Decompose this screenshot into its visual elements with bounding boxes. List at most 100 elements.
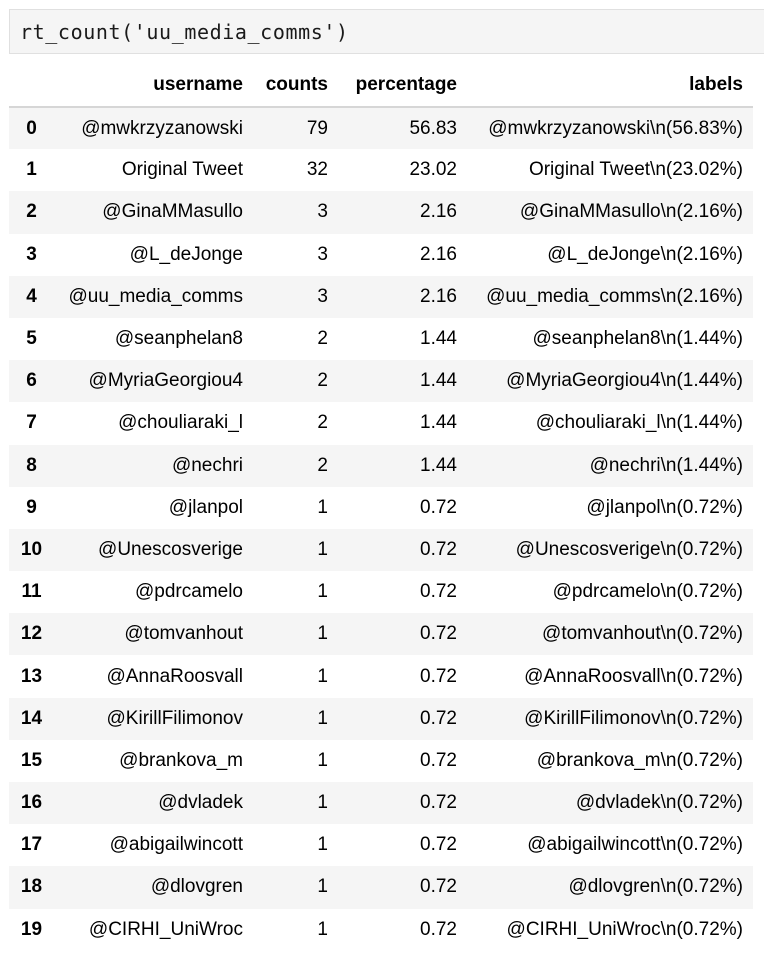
cell-labels: @dlovgren\n(0.72%) <box>568 876 743 898</box>
table-row: 17 @abigailwincott 1 0.72 @abigailwincott\n(… <box>9 824 753 867</box>
cell-labels: @abigailwincott\n(0.72%) <box>527 834 743 856</box>
cell-percentage: 0.72 <box>420 581 457 603</box>
cell-labels: @nechri\n(1.44%) <box>589 454 743 476</box>
table-row: 4 @uu_media_comms 3 2.16 @uu_media_comms\n(2… <box>9 275 753 318</box>
column-header-labels: labels <box>468 64 753 108</box>
table-row: 10 @Unescosverige 1 0.72 @Unescosverige\n(0.… <box>9 528 753 572</box>
row-index: 9 <box>26 496 37 518</box>
cell-percentage: 0.72 <box>420 623 457 645</box>
row-index: 15 <box>20 749 43 771</box>
cell-percentage: 0.72 <box>420 876 457 898</box>
cell-username: @MyriaGeorgiou4 <box>88 370 243 392</box>
cell-username: @dlovgren <box>150 876 243 898</box>
dataframe-table: username counts percentage labels 0 @mwkr… <box>9 64 753 951</box>
row-index: 7 <box>26 412 37 434</box>
row-index: 5 <box>26 328 37 350</box>
cell-username: @seanphelan8 <box>114 328 243 350</box>
cell-labels: Original Tweet\n(23.02%) <box>528 159 743 181</box>
cell-username: @brankova_m <box>119 749 243 771</box>
cell-username: @dvladek <box>158 792 243 814</box>
cell-counts: 1 <box>317 665 328 687</box>
header-row: username counts percentage labels <box>9 64 753 108</box>
table-body: 0 @mwkrzyzanowski 79 56.83 @mwkrzyzanowski\n… <box>9 107 753 951</box>
cell-labels: @GinaMMasullo\n(2.16%) <box>519 201 743 223</box>
cell-labels: @uu_media_comms\n(2.16%) <box>486 285 743 307</box>
table-row: 7 @chouliaraki_l 2 1.44 @chouliaraki_l\n(1.4… <box>9 402 753 445</box>
cell-username: @KirillFilimonov <box>106 707 243 729</box>
cell-percentage: 2.16 <box>420 201 457 223</box>
row-index: 11 <box>21 581 42 603</box>
cell-percentage: 1.44 <box>420 328 457 350</box>
table-row: 19 @CIRHI_UniWroc 1 0.72 @CIRHI_UniWroc\n(0.… <box>9 908 753 951</box>
cell-counts: 2 <box>317 370 328 392</box>
row-index: 3 <box>26 243 37 265</box>
table-row: 2 @GinaMMasullo 3 2.16 @GinaMMasullo\n(2.16%… <box>9 191 753 234</box>
cell-percentage: 0.72 <box>420 665 457 687</box>
cell-percentage: 2.16 <box>420 285 457 307</box>
table-header: username counts percentage labels <box>9 64 753 108</box>
cell-counts: 3 <box>317 243 328 265</box>
cell-percentage: 0.72 <box>420 496 457 518</box>
row-index: 0 <box>26 117 37 139</box>
cell-percentage: 1.44 <box>420 412 457 434</box>
cell-username: @jlanpol <box>168 496 243 518</box>
cell-username: @AnnaRoosvall <box>106 665 243 687</box>
cell-labels: @dvladek\n(0.72%) <box>575 792 743 814</box>
cell-labels: @L_deJonge\n(2.16%) <box>547 243 743 265</box>
cell-percentage: 56.83 <box>409 117 457 139</box>
table-row: 0 @mwkrzyzanowski 79 56.83 @mwkrzyzanowski\n… <box>9 107 753 150</box>
cell-counts: 1 <box>317 918 328 940</box>
cell-username: @CIRHI_UniWroc <box>88 918 243 940</box>
cell-labels: @KirillFilimonov\n(0.72%) <box>524 707 743 729</box>
row-index: 2 <box>26 201 37 223</box>
column-header-index <box>9 64 54 108</box>
cell-counts: 3 <box>317 285 328 307</box>
column-header-percentage: percentage <box>339 64 468 108</box>
table-row: 12 @tomvanhout 1 0.72 @tomvanhout\n(0.72%) <box>9 613 753 656</box>
cell-counts: 2 <box>317 412 328 434</box>
cell-labels: @CIRHI_UniWroc\n(0.72%) <box>506 918 743 940</box>
cell-labels: @pdrcamelo\n(0.72%) <box>552 581 743 603</box>
cell-percentage: 23.02 <box>409 159 457 181</box>
cell-percentage: 0.72 <box>420 749 457 771</box>
table-row: 5 @seanphelan8 2 1.44 @seanphelan8\n(1.44%) <box>9 317 753 361</box>
cell-labels: @MyriaGeorgiou4\n(1.44%) <box>506 370 743 392</box>
table-row: 8 @nechri 2 1.44 @nechri\n(1.44%) <box>9 444 753 487</box>
table-row: 11 @pdrcamelo 1 0.72 @pdrcamelo\n(0.72%) <box>9 571 753 614</box>
table-row: 15 @brankova_m 1 0.72 @brankova_m\n(0.72%) <box>9 739 753 782</box>
table-row: 16 @dvladek 1 0.72 @dvladek\n(0.72%) <box>9 782 753 825</box>
cell-labels: @chouliaraki_l\n(1.44%) <box>535 412 743 434</box>
code-text[interactable]: rt_count('uu_media_comms') <box>20 20 349 44</box>
cell-counts: 2 <box>317 454 328 476</box>
cell-username: @uu_media_comms <box>68 285 243 307</box>
cell-username: @pdrcamelo <box>135 581 243 603</box>
cell-counts: 1 <box>317 623 328 645</box>
cell-counts: 3 <box>317 201 328 223</box>
cell-percentage: 0.72 <box>420 918 457 940</box>
cell-username: @chouliaraki_l <box>118 412 243 434</box>
cell-username: @nechri <box>171 454 243 476</box>
row-index: 12 <box>20 623 43 645</box>
cell-counts: 79 <box>306 117 328 139</box>
cell-labels: @mwkrzyzanowski\n(56.83%) <box>488 117 743 139</box>
cell-percentage: 0.72 <box>420 834 457 856</box>
table-row: 18 @dlovgren 1 0.72 @dlovgren\n(0.72%) <box>9 866 753 909</box>
row-index: 10 <box>20 538 43 560</box>
code-cell-input[interactable]: rt_count('uu_media_comms') <box>9 9 764 54</box>
cell-percentage: 0.72 <box>420 707 457 729</box>
cell-counts: 1 <box>317 792 328 814</box>
cell-username: @GinaMMasullo <box>102 201 243 223</box>
column-header-username: username <box>54 64 254 108</box>
cell-counts: 1 <box>317 876 328 898</box>
cell-counts: 32 <box>306 159 328 181</box>
cell-username: @abigailwincott <box>109 834 243 856</box>
table-row: 9 @jlanpol 1 0.72 @jlanpol\n(0.72%) <box>9 486 753 529</box>
cell-counts: 1 <box>317 749 328 771</box>
cell-percentage: 1.44 <box>420 454 457 476</box>
cell-labels: @tomvanhout\n(0.72%) <box>542 623 743 645</box>
cell-percentage: 2.16 <box>420 243 457 265</box>
row-index: 14 <box>20 707 43 729</box>
column-header-counts: counts <box>254 64 339 108</box>
row-index: 13 <box>20 665 43 687</box>
row-index: 18 <box>20 876 43 898</box>
